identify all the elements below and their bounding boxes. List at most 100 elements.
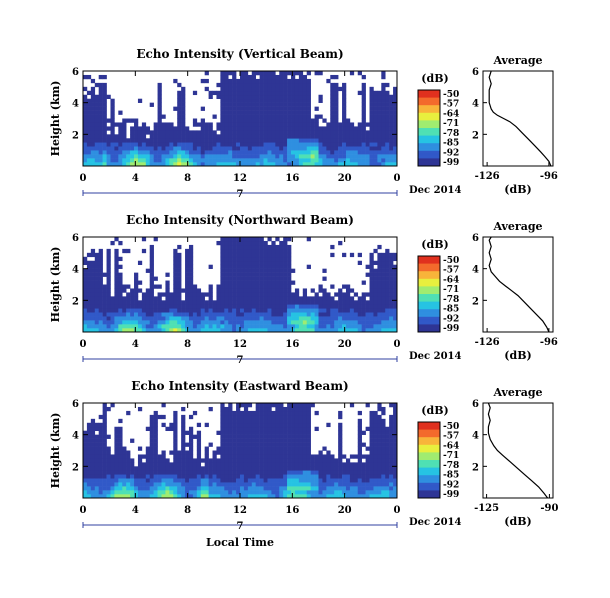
heatmap-cell xyxy=(267,106,272,111)
heatmap-cell xyxy=(251,316,256,321)
heatmap-cell xyxy=(298,74,304,80)
heatmap-cell xyxy=(314,478,319,483)
heatmap-cell xyxy=(385,134,390,139)
heatmap-cell xyxy=(224,462,229,467)
heatmap-cell xyxy=(283,280,288,285)
heatmap-cell xyxy=(228,284,233,289)
heatmap-cell xyxy=(291,486,296,491)
heatmap-cell xyxy=(224,98,229,103)
colorbar-segment xyxy=(418,269,440,272)
colorbar-segment xyxy=(418,145,440,148)
heatmap-cell xyxy=(298,110,304,115)
heatmap-cell xyxy=(212,482,217,487)
heatmap-cell xyxy=(306,102,311,107)
heatmap-cell xyxy=(177,304,182,309)
heatmap-cell xyxy=(287,296,292,301)
heatmap-cell xyxy=(267,478,272,483)
colorbar-segment xyxy=(418,115,440,117)
heatmap-cell xyxy=(291,324,296,329)
heatmap-cell xyxy=(240,486,245,491)
heatmap-cell xyxy=(279,410,284,416)
x-tick-label: 0 xyxy=(80,505,87,516)
heatmap-cell xyxy=(110,134,115,139)
heatmap-cell xyxy=(228,430,233,435)
heatmap-cell xyxy=(122,486,127,491)
heatmap-cell xyxy=(94,126,99,131)
heatmap-cell xyxy=(338,478,343,483)
heatmap-cell xyxy=(181,494,186,499)
heatmap-cell xyxy=(177,490,182,495)
heatmap-cell xyxy=(204,482,209,487)
heatmap-cell xyxy=(291,414,296,420)
heatmap-cell xyxy=(283,490,288,495)
heatmap-cell xyxy=(287,146,292,151)
heatmap-cell xyxy=(389,328,394,333)
heatmap-cell xyxy=(200,146,205,151)
heatmap-cell xyxy=(247,482,253,487)
heatmap-cell xyxy=(243,252,249,258)
heatmap-cell xyxy=(236,406,241,412)
heatmap-cell xyxy=(90,450,96,455)
heatmap-cell xyxy=(243,316,249,321)
heatmap-cell xyxy=(232,94,237,100)
heatmap-cell xyxy=(243,260,249,266)
heatmap-cell xyxy=(361,122,366,127)
heatmap-cell xyxy=(200,150,205,155)
heatmap-cell xyxy=(90,446,96,451)
heatmap-cell xyxy=(83,122,88,127)
heatmap-cell xyxy=(275,82,280,88)
heatmap-cell xyxy=(381,490,386,495)
heatmap-cell xyxy=(83,438,88,443)
heatmap-cell xyxy=(98,300,103,305)
heatmap-cell xyxy=(353,150,359,155)
heatmap-cell xyxy=(110,312,115,317)
colorbar-segment xyxy=(418,91,440,93)
heatmap-cell xyxy=(149,470,154,475)
heatmap-cell xyxy=(291,86,296,92)
heatmap-cell xyxy=(232,78,237,84)
heatmap-cell xyxy=(283,312,288,317)
heatmap-cell xyxy=(173,430,178,435)
heatmap-cell xyxy=(251,122,256,127)
heatmap-cell xyxy=(240,86,245,92)
heatmap-cell xyxy=(224,146,229,151)
heatmap-cell xyxy=(302,308,308,313)
heatmap-cell xyxy=(291,490,296,495)
heatmap-cell xyxy=(306,300,311,305)
heatmap-cell xyxy=(228,114,233,119)
heatmap-cell xyxy=(106,300,111,305)
heatmap-cell xyxy=(212,162,217,167)
heatmap-cell xyxy=(267,312,272,317)
heatmap-cell xyxy=(102,320,107,325)
heatmap-cell xyxy=(134,276,139,281)
heatmap-cell xyxy=(236,438,241,443)
heatmap-cell xyxy=(342,138,347,143)
heatmap-cell xyxy=(126,312,131,317)
heatmap-cell xyxy=(247,454,253,459)
heatmap-cell xyxy=(232,106,237,111)
heatmap-cell xyxy=(298,450,304,455)
heatmap-cell xyxy=(83,304,88,309)
heatmap-cell xyxy=(349,252,355,258)
profile-x-tick-label: -96 xyxy=(540,171,558,182)
heatmap-cell xyxy=(330,110,335,115)
heatmap-cell xyxy=(283,150,288,155)
heatmap-cell xyxy=(141,308,147,313)
heatmap-cell xyxy=(389,300,394,305)
heatmap-cell xyxy=(141,237,147,242)
heatmap-cell xyxy=(294,324,300,329)
heatmap-cell xyxy=(126,154,131,159)
heatmap-cell xyxy=(122,474,127,479)
heatmap-cell xyxy=(353,304,359,309)
heatmap-cell xyxy=(298,296,304,301)
colorbar-segment xyxy=(418,264,440,267)
heatmap-cell xyxy=(247,450,253,455)
heatmap-cell xyxy=(141,316,147,321)
heatmap-cell xyxy=(306,494,311,499)
heatmap-cell xyxy=(137,142,143,147)
heatmap-cell xyxy=(393,86,398,92)
heatmap-cell xyxy=(106,256,111,262)
colorbar-tick-label: -50 xyxy=(443,422,459,432)
heatmap-cell xyxy=(216,450,221,455)
heatmap-cell xyxy=(279,422,284,428)
